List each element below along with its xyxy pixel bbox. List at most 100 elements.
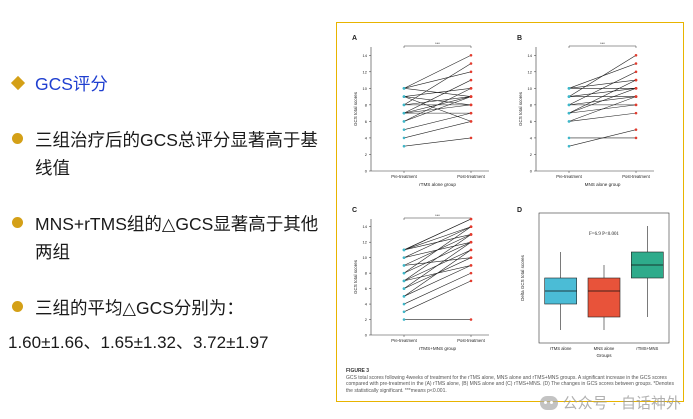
significance-label: *** bbox=[600, 41, 605, 46]
pre-point bbox=[567, 111, 571, 115]
pair-line bbox=[403, 218, 472, 251]
y-tick-label: 2 bbox=[365, 317, 368, 322]
y-tick-label: 6 bbox=[530, 119, 533, 124]
pair-line bbox=[403, 265, 472, 297]
wechat-icon bbox=[539, 395, 558, 410]
pre-point bbox=[402, 111, 406, 115]
pre-point bbox=[402, 144, 406, 148]
pair-line bbox=[403, 241, 472, 274]
post-point bbox=[634, 70, 638, 74]
post-point bbox=[634, 87, 638, 90]
pre-point bbox=[402, 310, 406, 314]
pair-line bbox=[403, 71, 472, 89]
pre-point bbox=[402, 256, 406, 259]
post-point bbox=[634, 128, 638, 131]
pre-point bbox=[567, 120, 571, 123]
plot-area bbox=[538, 212, 670, 344]
figure-chart-canvas: A 0 2 4 6 8 10 12 14 GCS total scores Pre-treatmen… bbox=[352, 35, 670, 358]
pair-line bbox=[403, 112, 472, 130]
pair-line bbox=[568, 96, 637, 106]
post-point bbox=[469, 248, 473, 252]
pair-line bbox=[403, 280, 472, 313]
post-point bbox=[634, 78, 638, 82]
diamond-bullet-icon bbox=[10, 75, 26, 91]
x-tick-label: rTMS alone bbox=[550, 346, 572, 351]
box-2 bbox=[587, 277, 621, 318]
post-point bbox=[469, 271, 473, 275]
post-point bbox=[469, 62, 473, 65]
post-point bbox=[469, 78, 473, 82]
pair-line bbox=[403, 137, 472, 147]
pair-line bbox=[403, 121, 472, 139]
panel-letter: C bbox=[352, 207, 357, 214]
pre-point bbox=[402, 318, 406, 321]
significance-bracket bbox=[568, 45, 637, 48]
y-tick-label: 0 bbox=[365, 169, 368, 174]
pair-line bbox=[403, 54, 472, 89]
significance-label: *** bbox=[435, 213, 440, 218]
pair-line bbox=[403, 272, 472, 305]
section-heading: GCS评分 bbox=[35, 74, 108, 94]
x-axis-label: rTMS alone group bbox=[419, 182, 456, 187]
post-point bbox=[469, 240, 473, 244]
pre-point bbox=[402, 136, 406, 140]
post-point bbox=[469, 103, 473, 107]
pair-line bbox=[403, 257, 472, 266]
x-tick-label: Pre-treatment bbox=[391, 174, 417, 179]
y-tick-label: 14 bbox=[363, 224, 368, 229]
pre-point bbox=[567, 87, 571, 90]
pair-line bbox=[403, 249, 472, 282]
x-tick-label: Post-treatment bbox=[457, 174, 485, 179]
pair-line bbox=[403, 265, 472, 282]
post-point bbox=[469, 95, 473, 98]
post-point bbox=[469, 136, 473, 140]
y-tick-label: 10 bbox=[363, 86, 368, 91]
panel-letter: B bbox=[517, 35, 522, 42]
pair-line bbox=[568, 112, 637, 122]
pair-line bbox=[568, 79, 637, 89]
post-point bbox=[469, 256, 473, 259]
y-tick-label: 0 bbox=[530, 169, 533, 174]
y-tick-label: 4 bbox=[365, 135, 368, 140]
post-point bbox=[469, 120, 473, 123]
bullet-item-3: 三组的平均△GCS分别为： bbox=[12, 294, 322, 322]
post-point bbox=[469, 70, 473, 74]
pre-point bbox=[567, 144, 571, 148]
post-point bbox=[634, 62, 638, 65]
post-point bbox=[469, 217, 473, 221]
y-tick-label: 14 bbox=[363, 53, 368, 58]
y-tick-label: 4 bbox=[530, 135, 533, 140]
pre-point bbox=[402, 128, 406, 131]
pre-point bbox=[402, 279, 406, 283]
pre-point bbox=[567, 95, 571, 98]
y-tick-label: 10 bbox=[363, 255, 368, 260]
y-tick-label: 2 bbox=[530, 152, 533, 157]
y-tick-label: 4 bbox=[365, 302, 368, 307]
bullet-dot-icon bbox=[12, 217, 23, 228]
pair-line bbox=[403, 96, 472, 106]
x-tick-label: Post-treatment bbox=[622, 174, 650, 179]
y-tick-label: 8 bbox=[530, 102, 533, 107]
post-point bbox=[634, 95, 638, 98]
pair-line bbox=[403, 96, 472, 122]
significance-bracket bbox=[403, 217, 472, 220]
significance-label: *** bbox=[435, 41, 440, 46]
x-axis-label: MNS alone group bbox=[585, 182, 621, 187]
y-tick-label: 8 bbox=[365, 102, 368, 107]
bullet-item-2: MNS+rTMS组的△GCS显著高于其他两组 bbox=[12, 210, 322, 266]
pair-line bbox=[403, 88, 472, 97]
post-point bbox=[634, 111, 638, 115]
pre-point bbox=[402, 120, 406, 123]
figure-image: A 0 2 4 6 8 10 12 14 GCS total scores Pre-treatmen… bbox=[336, 22, 684, 402]
pair-line bbox=[568, 88, 637, 97]
heading-row: GCS评分 bbox=[10, 70, 108, 98]
stat-annotation: F=6.9 P<0.001 bbox=[589, 232, 619, 237]
post-point bbox=[469, 233, 473, 236]
post-point bbox=[634, 53, 638, 57]
x-axis-label: rTMS+MNS group bbox=[419, 346, 457, 351]
pre-point bbox=[567, 103, 571, 107]
pre-point bbox=[402, 87, 406, 90]
y-tick-label: 12 bbox=[363, 69, 368, 74]
x-tick-label: Pre-treatment bbox=[391, 338, 417, 343]
y-tick-label: 12 bbox=[528, 69, 533, 74]
